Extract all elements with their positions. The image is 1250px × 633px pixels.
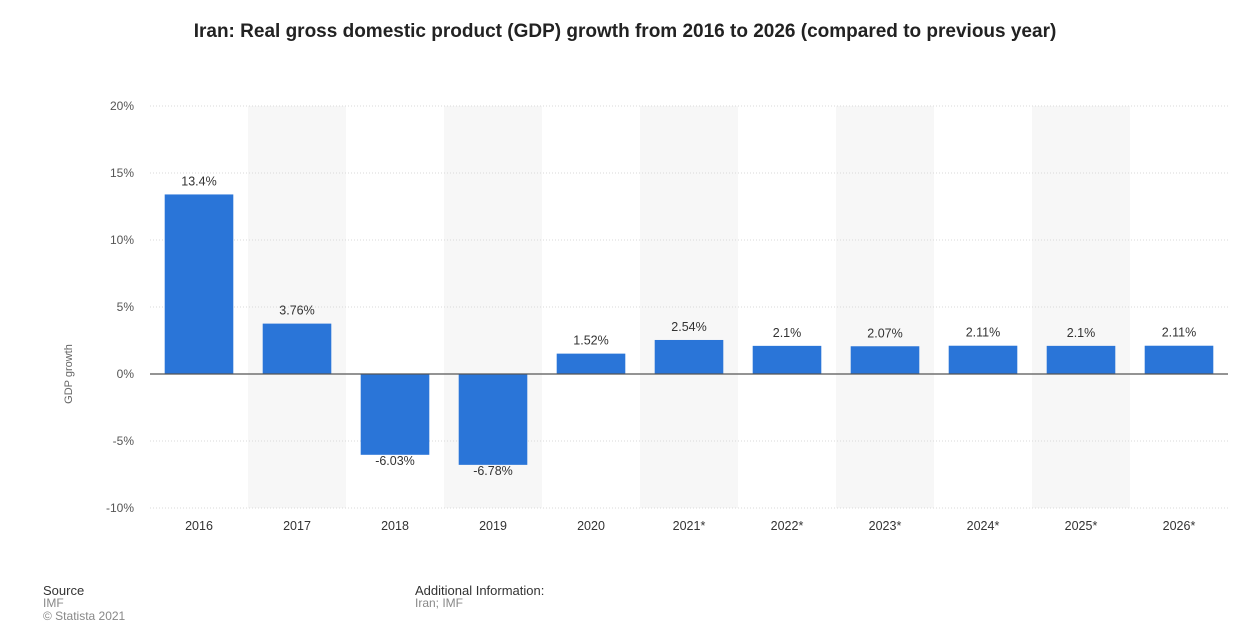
bar	[1046, 345, 1116, 374]
bar	[752, 345, 822, 374]
x-tick-label: 2025*	[1065, 519, 1098, 533]
value-label: -6.78%	[473, 464, 513, 478]
value-label: 3.76%	[279, 304, 314, 318]
y-tick-label: -5%	[113, 434, 135, 448]
x-tick-label: 2018	[381, 519, 409, 533]
y-tick-label: 5%	[117, 300, 135, 314]
x-tick-label: 2026*	[1163, 519, 1196, 533]
bar-chart: 20% 15% 10% 5% 0% -5% -10% 13.4% 3.76% -6.03% -6.…	[63, 99, 1228, 533]
value-label: 13.4%	[181, 174, 216, 188]
x-tick-label: 2020	[577, 519, 605, 533]
x-tick-label: 2019	[479, 519, 507, 533]
x-axis-ticks: 2016 2017 2018 2019 2020 2021* 2022* 2023* 2024*…	[185, 519, 1195, 533]
copyright: © Statista 2021	[43, 609, 126, 623]
value-label: 2.11%	[1162, 326, 1197, 340]
source-name: IMF	[43, 596, 64, 610]
x-tick-label: 2016	[185, 519, 213, 533]
band-2021	[640, 106, 738, 508]
x-tick-label: 2017	[283, 519, 311, 533]
y-tick-label: 0%	[117, 367, 135, 381]
value-label: 2.11%	[966, 326, 1001, 340]
bar	[262, 323, 332, 374]
value-label: 2.1%	[773, 326, 802, 340]
chart-title: Iran: Real gross domestic product (GDP) …	[193, 21, 1057, 42]
bar	[458, 374, 528, 465]
value-label: 2.54%	[671, 320, 706, 334]
x-tick-label: 2022*	[771, 519, 804, 533]
x-tick-label: 2021*	[673, 519, 706, 533]
value-label: 1.52%	[573, 334, 608, 348]
additional-info-text: Iran; IMF	[415, 596, 464, 610]
additional-info-heading: Additional Information:	[415, 583, 545, 598]
x-tick-label: 2023*	[869, 519, 902, 533]
bars	[164, 194, 1214, 465]
bar	[556, 353, 626, 374]
source-heading: Source	[43, 583, 85, 598]
bar	[164, 194, 234, 374]
source-block: Source IMF © Statista 2021	[43, 584, 125, 623]
y-tick-label: 20%	[110, 99, 134, 113]
y-axis-ticks: 20% 15% 10% 5% 0% -5% -10%	[106, 99, 134, 515]
y-tick-label: -10%	[106, 501, 134, 515]
bar	[1144, 345, 1214, 374]
y-axis-label: GDP growth	[63, 344, 75, 404]
bar	[850, 346, 920, 374]
y-tick-label: 10%	[110, 233, 134, 247]
bar	[360, 374, 430, 455]
bar	[654, 339, 724, 374]
value-label: -6.03%	[375, 454, 415, 468]
bar	[948, 345, 1018, 374]
value-label: 2.1%	[1067, 326, 1096, 340]
y-tick-label: 15%	[110, 166, 134, 180]
x-tick-label: 2024*	[967, 519, 1000, 533]
additional-info-block: Additional Information: Iran; IMF	[415, 584, 544, 610]
value-labels: 13.4% 3.76% -6.03% -6.78% 1.52% 2.54% 2.1% 2.07…	[181, 174, 1196, 477]
value-label: 2.07%	[867, 326, 902, 340]
